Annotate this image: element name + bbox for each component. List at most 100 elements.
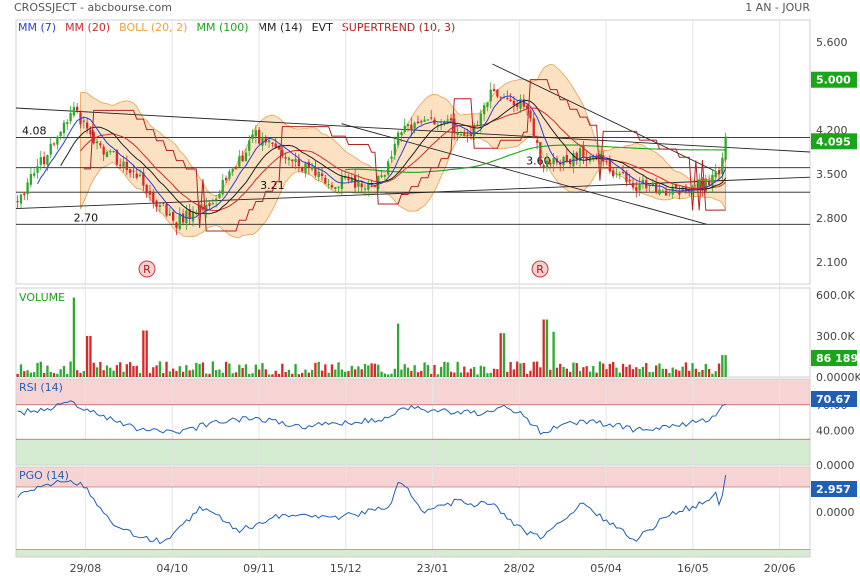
volume-bar — [456, 361, 459, 377]
volume-bar — [562, 366, 565, 377]
volume-bar — [648, 371, 651, 377]
volume-bar — [585, 366, 588, 377]
volume-bar — [152, 367, 155, 377]
volume-bar — [430, 373, 433, 377]
candle-body — [82, 120, 85, 122]
candle-body — [135, 173, 138, 178]
volume-bar — [26, 370, 29, 377]
volume-bar — [314, 362, 317, 377]
event-marker — [138, 260, 156, 278]
legend-item[interactable]: BOLL (20, 2) — [119, 21, 188, 34]
volume-bar — [502, 333, 506, 377]
candle-body — [370, 185, 373, 187]
volume-bar — [36, 362, 39, 377]
candle-body — [89, 129, 92, 135]
volume-bar — [413, 365, 416, 377]
volume-bar — [545, 319, 549, 377]
volume-bar — [231, 373, 234, 377]
candle-body — [317, 171, 320, 177]
candle-body — [463, 133, 466, 136]
candle-body — [205, 204, 208, 212]
legend-item[interactable]: MM (14) — [257, 21, 303, 34]
volume-bar — [238, 364, 241, 377]
candle-body — [674, 184, 678, 189]
panel-frame-vol — [15, 287, 811, 378]
volume-bar — [615, 367, 618, 377]
volume-bar — [479, 365, 482, 377]
candle-body — [99, 143, 102, 146]
candle-body — [277, 146, 281, 150]
volume-bar — [595, 372, 598, 377]
candle-body — [615, 173, 618, 175]
rsi-line-title: RSI (14) — [19, 381, 63, 394]
volume-bar — [542, 319, 545, 377]
candle-body — [238, 156, 241, 167]
candle-body — [330, 185, 334, 188]
volume-bar — [555, 367, 559, 377]
volume-bar — [347, 370, 350, 377]
volume-bar — [29, 372, 33, 377]
legend-item[interactable]: EVT — [311, 21, 333, 34]
candle-body — [92, 132, 95, 144]
candle-body — [271, 142, 274, 145]
volume-bar — [499, 333, 502, 377]
volume-bar — [651, 372, 655, 377]
candle-body — [284, 157, 287, 159]
candle-body — [36, 166, 39, 173]
volume-bar — [324, 364, 327, 377]
volume-bar — [492, 368, 496, 377]
candle-body — [56, 136, 59, 145]
volume-bar — [89, 335, 92, 377]
candle-body — [400, 132, 403, 136]
candle-body — [635, 187, 638, 191]
volume-bar — [724, 355, 727, 377]
legend-item[interactable]: MM (100) — [196, 21, 249, 34]
volume-bar — [516, 361, 519, 377]
supertrend-line — [83, 79, 726, 232]
candle-body — [148, 190, 152, 195]
volume-bar — [568, 371, 572, 377]
volume-bar — [340, 369, 344, 377]
volume-bar — [261, 363, 264, 377]
candle-body — [158, 205, 162, 208]
volume-bar — [674, 369, 678, 377]
legend-item[interactable]: MM (20) — [65, 21, 111, 34]
candle-body — [416, 121, 420, 124]
volume-bar — [393, 368, 396, 377]
candle-body — [625, 172, 628, 182]
candle-body — [489, 89, 492, 102]
volume-bar — [145, 330, 148, 377]
volume-bar — [459, 372, 463, 377]
candle-body — [711, 174, 714, 187]
candle-body — [33, 173, 36, 176]
candle-body — [208, 203, 211, 206]
candle-body — [201, 207, 205, 210]
volume-last-badge-bg — [811, 350, 857, 366]
zone-green — [16, 549, 810, 557]
volume-bar — [668, 372, 671, 377]
candle-body — [357, 181, 360, 187]
volume-bar — [549, 369, 552, 377]
volume-bar — [241, 368, 244, 377]
candle-body — [171, 211, 175, 221]
volume-bar — [191, 369, 195, 377]
volume-bar — [466, 372, 469, 377]
indicator-legend: MM (7) MM (20) BOLL (20, 2) MM (100) MM (14)… — [18, 21, 464, 34]
pgo-line-badge: 2.957 — [816, 483, 851, 496]
volume-bar — [181, 371, 185, 377]
volume-bar — [357, 366, 360, 377]
candle-body — [403, 125, 406, 133]
volume-bar — [496, 369, 499, 377]
period-label[interactable]: 1 AN - JOUR — [745, 1, 810, 14]
trendline-resistance — [15, 107, 811, 153]
candle-body — [516, 103, 519, 107]
volume-bar — [258, 369, 261, 377]
volume-bar — [575, 363, 578, 377]
volume-bar — [694, 368, 698, 377]
volume-bar — [486, 373, 489, 377]
volume-bar — [552, 331, 555, 377]
legend-item[interactable]: MM (7) — [18, 21, 57, 34]
legend-item[interactable]: SUPERTREND (10, 3) — [341, 21, 456, 34]
candle-body — [479, 113, 482, 126]
volume-bar — [291, 373, 294, 377]
